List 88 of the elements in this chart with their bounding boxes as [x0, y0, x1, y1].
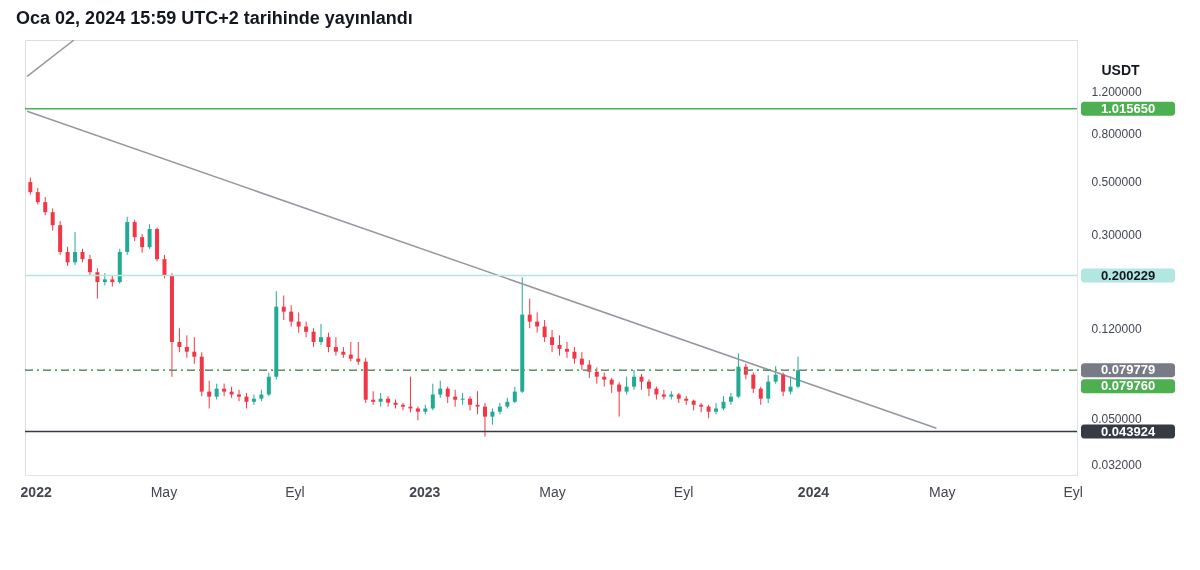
- candlestick: [199, 351, 204, 397]
- candlestick: [460, 392, 465, 406]
- candlestick: [714, 402, 719, 415]
- candlestick: [356, 341, 361, 366]
- candlestick: [319, 323, 324, 346]
- ref-line-label: 0.043924: [1100, 423, 1156, 439]
- candlestick: [646, 378, 651, 397]
- candlestick: [326, 332, 331, 353]
- candlestick: [520, 276, 525, 394]
- candlestick: [117, 248, 122, 285]
- candlestick: [251, 394, 256, 406]
- candlestick: [468, 395, 473, 411]
- candlestick: [207, 380, 212, 409]
- candlestick: [564, 341, 569, 359]
- candlestick: [535, 311, 540, 334]
- y-tick-label: 0.800000: [1091, 126, 1142, 141]
- y-tick-label: 1.200000: [1091, 84, 1142, 99]
- candlestick: [155, 226, 160, 262]
- candlestick: [550, 329, 555, 353]
- candlestick: [73, 231, 78, 266]
- candlestick: [50, 207, 55, 232]
- candlestick: [728, 392, 733, 406]
- candlestick: [95, 267, 100, 300]
- candlestick: [102, 272, 107, 286]
- candlestick: [401, 402, 405, 411]
- y-axis-title: USDT: [1101, 61, 1141, 78]
- candlestick: [579, 351, 584, 371]
- candlestick: [304, 321, 309, 338]
- candlestick: [736, 352, 741, 399]
- candlestick: [632, 369, 637, 391]
- y-tick-label: 0.120000: [1091, 321, 1142, 336]
- candlestick: [289, 304, 294, 328]
- candlestick: [140, 233, 145, 254]
- chart-title: Oca 02, 2024 15:59 UTC+2 tarihinde yayınlandı: [16, 8, 413, 28]
- candlestick: [147, 223, 152, 250]
- candlestick: [430, 383, 435, 411]
- candlestick: [132, 219, 137, 242]
- candlestick: [557, 334, 562, 357]
- candlestick: [497, 402, 502, 415]
- candlestick: [542, 319, 547, 343]
- candlestick: [527, 298, 532, 329]
- ref-line-label: 0.079760: [1100, 378, 1156, 394]
- x-tick-label: 2023: [409, 483, 441, 500]
- y-tick-label: 0.050000: [1091, 411, 1142, 426]
- x-tick-label: May: [539, 483, 566, 500]
- candlestick: [386, 395, 391, 408]
- candlestick: [363, 357, 368, 404]
- candlestick: [281, 295, 286, 321]
- candlestick: [58, 220, 63, 256]
- candlestick: [348, 341, 353, 362]
- x-tick-label: May: [929, 483, 956, 500]
- y-tick-label: 0.300000: [1091, 227, 1142, 242]
- candlestick: [482, 402, 487, 438]
- candlestick: [274, 290, 279, 380]
- candlestick: [177, 327, 182, 353]
- candlestick: [125, 216, 130, 256]
- candlestick: [43, 196, 48, 216]
- candlestick: [65, 246, 70, 267]
- candlestick: [415, 406, 420, 421]
- x-tick-label: 2024: [797, 483, 830, 500]
- candlestick: [169, 272, 174, 378]
- ref-line-label: 0.079779: [1100, 362, 1156, 378]
- ref-line-label: 1.015650: [1100, 100, 1156, 116]
- candlestick: [162, 254, 167, 279]
- y-tick-label: 0.032000: [1091, 457, 1142, 472]
- candlestick: [617, 381, 622, 418]
- candlestick: [796, 356, 801, 389]
- candlestick: [333, 336, 338, 357]
- candlestick: [475, 390, 480, 415]
- candlestick: [781, 372, 786, 397]
- candlestick: [184, 334, 189, 359]
- candlestick: [751, 372, 756, 394]
- candlestick: [758, 386, 763, 406]
- candlestick: [222, 383, 227, 397]
- candlestick: [87, 254, 92, 277]
- x-tick-label: Eyl: [1063, 483, 1083, 500]
- candlestick: [766, 374, 771, 404]
- x-tick-label: Eyl: [673, 483, 694, 500]
- candlestick: [699, 402, 704, 413]
- candlestick: [266, 372, 271, 397]
- candlestick: [296, 311, 301, 334]
- ref-line-label: 0.200229: [1100, 267, 1156, 283]
- candlestick: [192, 336, 197, 365]
- candlestick: [311, 327, 316, 348]
- x-tick-label: Eyl: [285, 483, 305, 500]
- x-tick-label: 2022: [20, 483, 52, 500]
- x-tick-label: May: [150, 483, 178, 500]
- y-tick-label: 0.500000: [1091, 175, 1142, 190]
